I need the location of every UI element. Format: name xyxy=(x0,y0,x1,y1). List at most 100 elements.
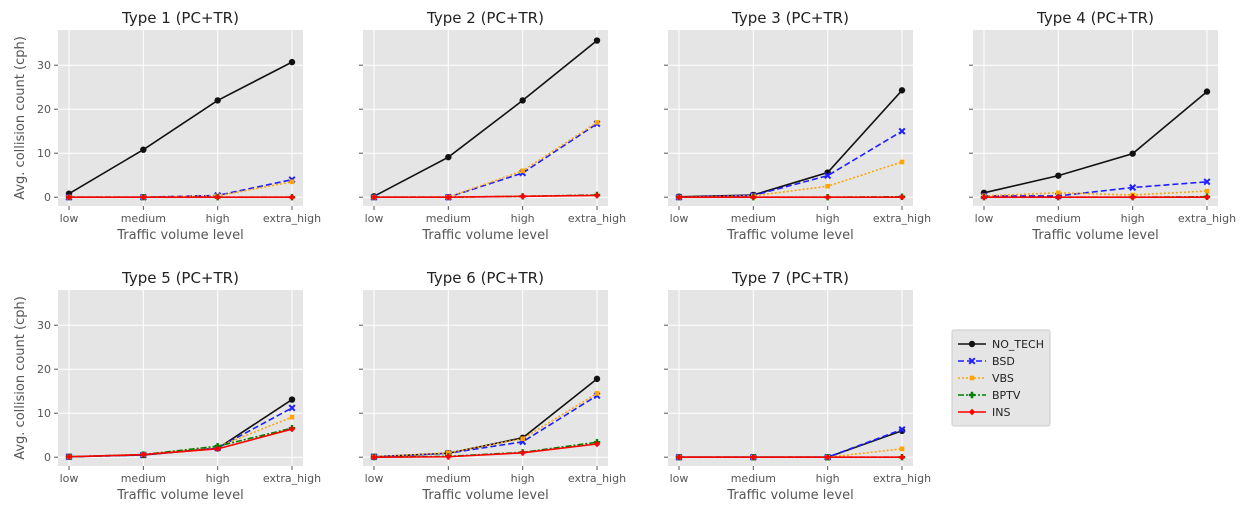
point-bsd xyxy=(288,404,296,412)
point-no_tech xyxy=(898,87,906,94)
panel-3: Type 3 (PC+TR) low medium high extra_high Tra… xyxy=(664,9,931,243)
x-tick-label: low xyxy=(670,472,689,485)
point-vbs xyxy=(1056,190,1061,196)
plot-area xyxy=(58,290,303,466)
point-no_tech xyxy=(1055,172,1062,179)
y-tick-label: 10 xyxy=(37,407,51,420)
x-tick-label: high xyxy=(206,212,230,225)
point-ins xyxy=(214,194,221,201)
point-ins xyxy=(593,192,601,199)
plot-area xyxy=(58,30,303,206)
x-tick-label: low xyxy=(60,472,79,485)
plot-area xyxy=(363,290,608,466)
point-ins xyxy=(593,440,601,448)
series-line-bsd xyxy=(984,181,1208,197)
point-ins xyxy=(445,194,452,201)
point-vbs xyxy=(289,414,295,420)
x-tick-label: extra_high xyxy=(568,472,626,485)
point-no_tech xyxy=(288,58,296,66)
point-ins xyxy=(370,194,378,201)
point-vbs xyxy=(520,436,525,442)
x-tick-label: low xyxy=(365,212,384,225)
point-ins xyxy=(824,194,831,201)
point-vbs xyxy=(594,120,600,125)
x-tick-label: extra_high xyxy=(873,212,931,225)
point-bsd xyxy=(824,172,832,180)
x-tick-label: extra_high xyxy=(1178,212,1236,225)
x-tick-label: extra_high xyxy=(568,212,626,225)
panel-7: Type 7 (PC+TR) low medium high extra_high Tra… xyxy=(664,269,931,503)
legend-label: BSD xyxy=(992,355,1015,368)
panel-title: Type 1 (PC+TR) xyxy=(121,9,239,27)
point-ins xyxy=(980,194,988,201)
point-ins xyxy=(288,425,296,433)
series-line-no_tech xyxy=(68,61,293,195)
x-axis-label: Traffic volume level xyxy=(116,488,243,503)
x-tick-label: medium xyxy=(731,212,776,225)
point-bsd xyxy=(1129,184,1137,192)
y-tick-label: 0 xyxy=(44,191,51,204)
panel-4: Type 4 (PC+TR) low medium high extra_high Tra… xyxy=(969,9,1236,243)
point-ins xyxy=(65,194,73,201)
panel-title: Type 7 (PC+TR) xyxy=(731,269,849,287)
legend: NO_TECH BSD VBS BPTV INS xyxy=(951,329,1051,427)
panel-1: Type 1 (PC+TR) 0 10 20 30 low medium high extra_… xyxy=(13,9,321,243)
x-axis-label: Traffic volume level xyxy=(726,488,853,503)
point-ins xyxy=(824,454,831,461)
point-ins xyxy=(370,454,378,461)
point-bsd xyxy=(898,127,906,135)
panel-2: Type 2 (PC+TR) low medium high extra_high Tra… xyxy=(359,9,626,243)
point-ins xyxy=(519,449,526,456)
legend-marker xyxy=(969,375,975,381)
x-tick-label: high xyxy=(511,472,535,485)
x-tick-label: medium xyxy=(121,472,166,485)
point-vbs xyxy=(520,168,525,174)
point-ins xyxy=(519,193,526,200)
panel-title: Type 3 (PC+TR) xyxy=(731,9,849,27)
series-line-vbs xyxy=(373,392,598,458)
point-no_tech xyxy=(445,153,452,161)
x-tick-label: extra_high xyxy=(873,472,931,485)
x-tick-label: medium xyxy=(1036,212,1081,225)
y-tick-label: 20 xyxy=(37,363,51,376)
point-ins xyxy=(140,451,147,458)
point-no_tech xyxy=(1129,150,1136,157)
point-no_tech xyxy=(140,146,147,153)
x-tick-label: high xyxy=(511,212,535,225)
series-line-no_tech xyxy=(373,39,598,198)
point-ins xyxy=(1055,194,1062,201)
series-line-no_tech xyxy=(983,90,1208,194)
x-tick-label: high xyxy=(816,472,840,485)
series-line-vbs xyxy=(983,190,1208,197)
y-tick-label: 10 xyxy=(37,147,51,160)
point-no_tech xyxy=(288,396,296,403)
point-ins xyxy=(898,194,906,201)
point-no_tech xyxy=(519,97,526,104)
point-no_tech xyxy=(593,37,601,44)
x-axis-label: Traffic volume level xyxy=(116,228,243,243)
point-ins xyxy=(214,445,221,453)
point-vbs xyxy=(899,446,905,452)
legend-label: BPTV xyxy=(992,389,1021,402)
point-ins xyxy=(445,453,452,460)
y-tick-label: 30 xyxy=(37,59,51,72)
series-line-ins xyxy=(68,428,293,458)
point-vbs xyxy=(825,183,830,189)
x-tick-label: medium xyxy=(731,472,776,485)
panel-title: Type 5 (PC+TR) xyxy=(121,269,239,287)
y-axis-label: Avg. collision count (cph) xyxy=(13,36,28,200)
x-tick-label: medium xyxy=(121,212,166,225)
x-tick-label: high xyxy=(816,212,840,225)
x-tick-label: medium xyxy=(426,212,471,225)
legend-label: INS xyxy=(992,406,1010,419)
legend-marker xyxy=(968,391,976,399)
point-ins xyxy=(140,194,147,201)
y-axis-label: Avg. collision count (cph) xyxy=(13,296,28,460)
point-ins xyxy=(750,194,757,201)
x-tick-label: low xyxy=(365,472,384,485)
point-vbs xyxy=(1204,188,1210,194)
legend-marker xyxy=(968,340,976,348)
plot-area xyxy=(973,30,1218,206)
panel-title: Type 2 (PC+TR) xyxy=(426,9,544,27)
